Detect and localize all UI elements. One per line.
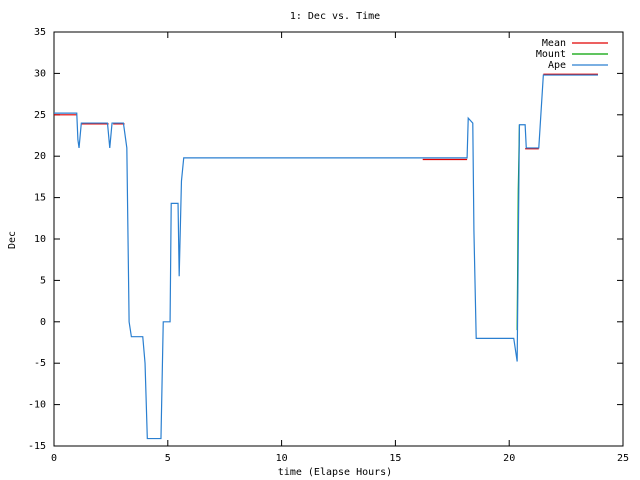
y-tick-label: 20 <box>34 151 46 162</box>
y-axis-label: Dec <box>7 231 18 249</box>
x-axis-label: time (Elapse Hours) <box>278 467 392 478</box>
legend-label: Mount <box>536 49 566 60</box>
series-line <box>54 73 598 161</box>
y-tick-label: 30 <box>34 68 46 79</box>
x-tick-label: 10 <box>276 453 288 464</box>
y-tick-label: 15 <box>34 193 46 204</box>
x-tick-label: 15 <box>389 453 401 464</box>
y-tick-label: 10 <box>34 234 46 245</box>
series-line <box>54 74 598 440</box>
y-tick-label: 35 <box>34 27 46 38</box>
y-tick-label: 0 <box>40 317 46 328</box>
y-tick-label: 5 <box>40 275 46 286</box>
x-tick-label: 0 <box>51 453 57 464</box>
legend-label: Ape <box>548 60 566 71</box>
y-tick-label: -5 <box>34 358 46 369</box>
y-tick-label: -10 <box>28 400 46 411</box>
x-tick-label: 25 <box>617 453 629 464</box>
y-tick-label: 25 <box>34 110 46 121</box>
x-tick-label: 20 <box>503 453 515 464</box>
chart-title: 1: Dec vs. Time <box>290 11 380 22</box>
x-tick-label: 5 <box>165 453 171 464</box>
legend-label: Mean <box>542 38 566 49</box>
y-tick-label: -15 <box>28 441 46 452</box>
